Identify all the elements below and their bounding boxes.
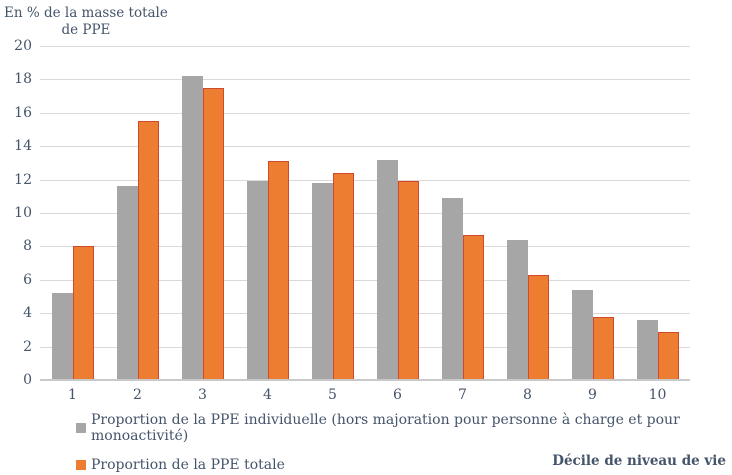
bar-individuelle-decile-8 xyxy=(506,239,528,380)
gridline-12 xyxy=(40,179,690,181)
bar-individuelle-decile-1 xyxy=(51,293,73,380)
x-tick-label-2: 2 xyxy=(133,387,142,403)
bar-individuelle-decile-2 xyxy=(116,186,138,380)
bar-group-decile-3 xyxy=(170,46,235,380)
x-tick-label-1: 1 xyxy=(68,387,77,403)
bar-group-decile-2 xyxy=(105,46,170,380)
y-axis-unit-label: En % de la masse totale de PPE xyxy=(4,5,168,38)
plot-area xyxy=(40,46,690,381)
bar-group-decile-5 xyxy=(300,46,365,380)
bar-individuelle-decile-4 xyxy=(246,181,268,380)
legend-swatch-orange-icon xyxy=(76,460,86,470)
gridline-2 xyxy=(40,346,690,348)
bar-group-decile-8 xyxy=(495,46,560,380)
y-tick-label-6: 6 xyxy=(23,271,32,288)
bar-group-decile-9 xyxy=(560,46,625,380)
gridline-8 xyxy=(40,246,690,248)
x-axis-line xyxy=(40,379,690,381)
bar-totale-decile-3 xyxy=(202,87,224,380)
bar-individuelle-decile-5 xyxy=(311,182,333,380)
gridline-6 xyxy=(40,279,690,281)
x-tick-label-5: 5 xyxy=(328,387,337,403)
x-tick-label-8: 8 xyxy=(523,387,532,403)
x-tick-label-9: 9 xyxy=(588,387,597,403)
legend-label-totale: Proportion de la PPE totale xyxy=(91,457,285,473)
bar-individuelle-decile-9 xyxy=(571,289,593,380)
legend-label-individuelle: Proportion de la PPE individuelle (hors … xyxy=(91,412,680,444)
x-tick-label-4: 4 xyxy=(263,387,272,403)
bar-totale-decile-6 xyxy=(397,181,419,380)
legend-item-totale: Proportion de la PPE totale xyxy=(76,457,732,473)
x-axis-title: Décile de niveau de vie xyxy=(552,453,726,469)
bar-group-decile-6 xyxy=(365,46,430,380)
bar-totale-decile-8 xyxy=(527,274,549,380)
legend-item-individuelle: Proportion de la PPE individuelle (hors … xyxy=(76,412,732,444)
bar-group-decile-4 xyxy=(235,46,300,380)
x-tick-label-10: 10 xyxy=(648,387,667,403)
x-tick-label-3: 3 xyxy=(198,387,207,403)
bar-individuelle-decile-3 xyxy=(181,76,203,380)
y-tick-label-12: 12 xyxy=(14,171,32,188)
bar-group-decile-7 xyxy=(430,46,495,380)
y-tick-label-4: 4 xyxy=(23,305,32,322)
y-tick-label-16: 16 xyxy=(14,104,32,121)
legend-swatch-gray-icon xyxy=(76,423,86,433)
bar-totale-decile-7 xyxy=(462,234,484,380)
y-tick-label-14: 14 xyxy=(14,138,32,155)
y-tick-label-0: 0 xyxy=(23,372,32,388)
y-tick-label-2: 2 xyxy=(23,338,32,355)
y-tick-label-18: 18 xyxy=(14,71,32,88)
bar-totale-decile-1 xyxy=(72,246,94,380)
bar-group-decile-10 xyxy=(625,46,690,380)
bar-totale-decile-10 xyxy=(657,331,679,380)
bar-totale-decile-4 xyxy=(267,161,289,380)
legend: Proportion de la PPE individuelle (hors … xyxy=(76,412,732,475)
bar-individuelle-decile-6 xyxy=(376,159,398,380)
gridline-10 xyxy=(40,213,690,214)
bar-individuelle-decile-7 xyxy=(441,197,463,380)
bar-group-decile-1 xyxy=(40,46,105,380)
x-tick-label-7: 7 xyxy=(458,387,467,403)
bar-totale-decile-2 xyxy=(137,121,159,380)
gridline-14 xyxy=(40,146,690,148)
gridline-16 xyxy=(40,112,690,114)
bar-totale-decile-5 xyxy=(332,172,354,380)
bar-totale-decile-9 xyxy=(592,316,614,380)
bar-individuelle-decile-10 xyxy=(636,319,658,380)
bar-groups xyxy=(40,46,690,380)
y-tick-label-10: 10 xyxy=(14,205,32,221)
y-tick-label-8: 8 xyxy=(23,238,32,255)
x-tick-label-6: 6 xyxy=(393,387,402,403)
x-axis-tick-labels: 1 2 3 4 5 6 7 8 9 10 xyxy=(40,387,690,403)
gridline-18 xyxy=(40,79,690,81)
gridline-4 xyxy=(40,313,690,315)
y-tick-label-20: 20 xyxy=(14,38,32,54)
gridline-20 xyxy=(40,46,690,47)
y-axis-tick-labels: 0 2 4 6 8 10 12 14 16 18 20 xyxy=(0,38,32,388)
